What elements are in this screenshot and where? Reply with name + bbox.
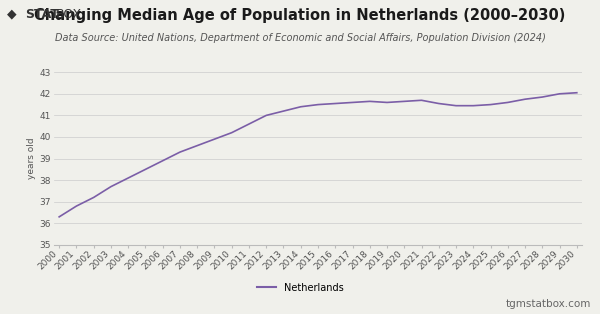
Text: Data Source: United Nations, Department of Economic and Social Affairs, Populati: Data Source: United Nations, Department … [55, 33, 545, 43]
Text: tgmstatbox.com: tgmstatbox.com [506, 299, 591, 309]
Text: STAT: STAT [25, 8, 59, 21]
Text: Changing Median Age of Population in Netherlands (2000–2030): Changing Median Age of Population in Net… [34, 8, 566, 23]
Text: BOX: BOX [56, 8, 82, 21]
Y-axis label: years old: years old [26, 138, 35, 179]
Text: ◆: ◆ [7, 8, 17, 21]
Legend: Netherlands: Netherlands [253, 279, 347, 297]
